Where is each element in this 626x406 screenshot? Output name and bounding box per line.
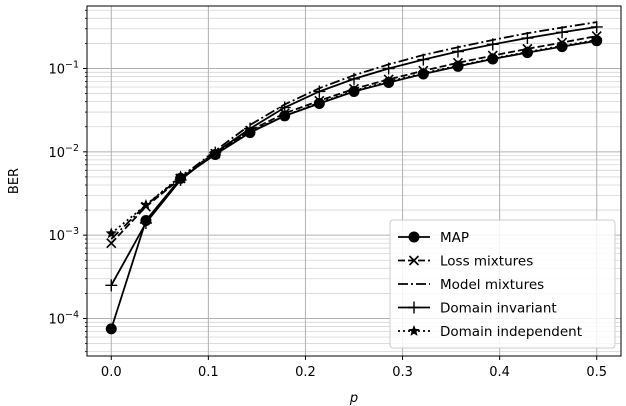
data-point	[244, 125, 256, 137]
legend-label: MAP	[440, 230, 469, 246]
data-point	[174, 170, 187, 182]
y-tick-label: 10−4	[48, 310, 79, 328]
legend-marker	[408, 301, 420, 314]
data-point	[313, 96, 326, 108]
x-tick-label: 0.3	[392, 365, 413, 380]
legend: MAP Loss mixtures Model mixtures Domain inv…	[389, 219, 616, 349]
x-tick-label: 0.1	[198, 365, 219, 380]
series-domain-invariant	[105, 20, 603, 292]
data-point	[139, 216, 152, 229]
legend-marker	[408, 325, 420, 336]
series-line	[110, 35, 597, 244]
data-point	[105, 323, 117, 335]
x-tick-label: 0.2	[295, 365, 316, 380]
y-tick-label: 10−3	[48, 226, 79, 244]
data-point	[486, 38, 499, 51]
axes: 0.0 0.1 0.2 0.3 0.4 0.5 10−4 10−3 10−2 10−1	[48, 9, 607, 380]
legend-label: Domain independent	[440, 324, 582, 340]
y-tick-label: 10−1	[48, 60, 79, 78]
data-point	[382, 75, 395, 87]
legend-box	[389, 219, 616, 349]
x-axis-label: p	[349, 391, 358, 406]
y-axis-label: BER	[7, 168, 22, 194]
data-point	[451, 45, 464, 58]
data-point	[348, 72, 360, 85]
data-point	[556, 39, 568, 51]
series-domain-independent	[105, 33, 603, 239]
legend-label: Model mixtures	[440, 277, 544, 293]
data-point	[382, 62, 395, 75]
legend-marker	[408, 255, 420, 266]
x-tick-label: 0.0	[101, 365, 122, 380]
data-point	[417, 67, 430, 78]
data-point	[452, 59, 464, 71]
series-loss-mixtures	[106, 31, 602, 249]
data-point	[590, 20, 603, 33]
legend-item: Loss mixtures	[398, 254, 533, 270]
data-point	[140, 199, 152, 210]
legend-label: Domain invariant	[440, 301, 557, 317]
data-point	[417, 53, 430, 66]
data-point	[209, 146, 221, 158]
data-point	[278, 109, 291, 121]
data-point	[556, 26, 569, 39]
legend-item: Domain independent	[398, 324, 582, 340]
x-tick-label: 0.5	[586, 365, 607, 380]
y-tick-label: 10−2	[48, 143, 79, 161]
x-tick-label: 0.4	[489, 365, 510, 380]
data-point	[487, 52, 499, 64]
data-point	[106, 238, 117, 249]
legend-item: Domain invariant	[398, 301, 557, 317]
plot-frame	[86, 5, 622, 357]
legend-item: MAP	[398, 230, 469, 246]
data-point	[521, 32, 534, 45]
data-point	[591, 33, 603, 45]
data-point	[105, 227, 117, 239]
legend-label: Loss mixtures	[440, 254, 533, 270]
legend-marker	[408, 231, 420, 243]
legend-item: Model mixtures	[398, 277, 544, 293]
data-point	[348, 84, 360, 96]
series-line	[110, 39, 597, 235]
data-point	[105, 279, 118, 292]
data-point	[521, 45, 534, 57]
data-point	[313, 85, 326, 98]
series-group	[105, 20, 603, 335]
